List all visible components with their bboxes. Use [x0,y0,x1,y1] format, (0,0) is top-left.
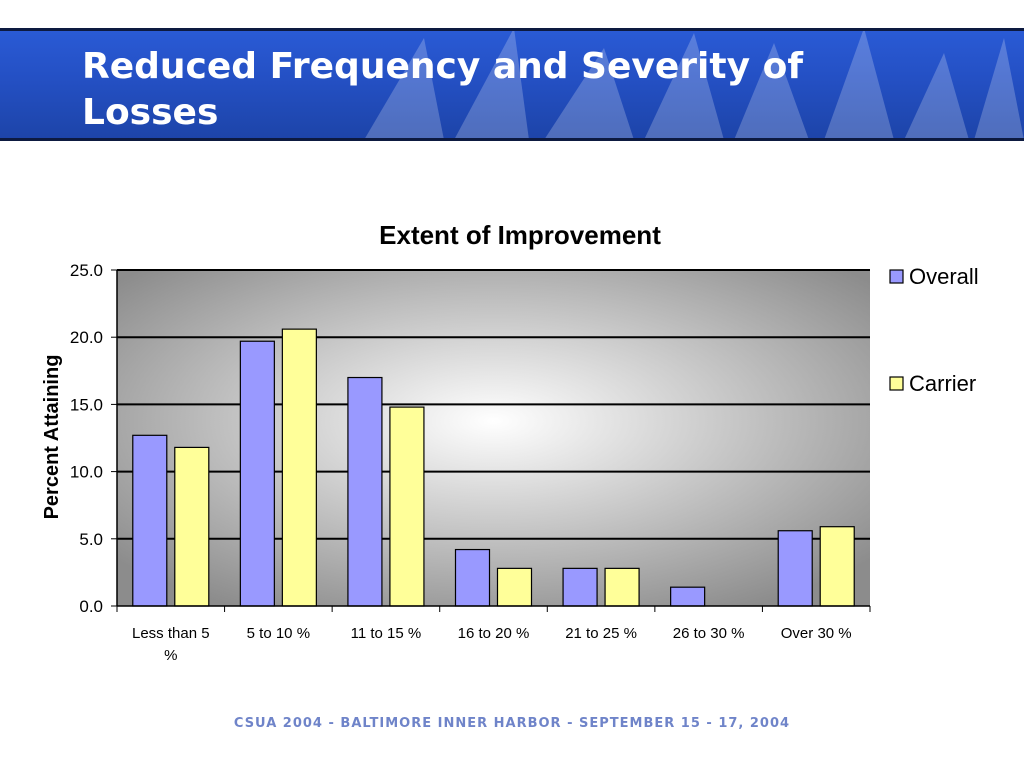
legend-swatch-overall [889,269,904,284]
x-tick-label: 11 to 15 % [351,625,422,642]
banner-top-rule [0,28,1024,31]
bar-carrier [281,328,317,607]
y-tick-label: 25.0 [70,261,103,280]
bar-overall [777,530,813,607]
x-tick-label: Over 30 % [781,625,852,642]
y-tick-label: 15.0 [70,395,103,414]
x-tick-label: 21 to 25 % [565,625,637,642]
chart-title: Extent of Improvement [379,220,661,250]
bar-overall [239,340,275,607]
bar-carrier [389,406,425,607]
legend-label-overall: Overall [909,264,979,289]
bar-carrier [174,446,210,607]
bar-overall [132,434,168,607]
x-tick-label: 26 to 30 % [673,625,745,642]
legend-label-carrier: Carrier [909,371,976,396]
bar-overall [670,586,706,607]
bar-carrier [496,567,533,607]
slide-title: Reduced Frequency and Severity of Losses [82,46,803,133]
bar-chart: Extent of Improvement Percent Attaining … [41,220,979,664]
plot-area [117,270,870,606]
banner-bottom-rule [0,138,1024,141]
x-tick-label: 16 to 20 % [458,625,530,642]
bar-carrier [819,526,855,607]
bar-overall [454,548,491,607]
sailboat-background-image [364,28,1024,140]
bar-carrier [604,567,640,607]
y-tick-label: 10.0 [70,463,103,482]
bar-overall [347,376,383,607]
y-tick-label: 20.0 [70,328,103,347]
x-tick-label: Less than 5% [132,625,210,664]
y-axis-label: Percent Attaining [41,355,63,520]
title-banner [0,28,1024,140]
y-tick-label: 0.0 [79,597,103,616]
x-tick-label: 5 to 10 % [247,625,310,642]
y-tick-label: 5.0 [79,530,103,549]
legend-swatch-carrier [889,376,904,391]
bar-overall [562,567,598,607]
slide-footer: CSUA 2004 - BALTIMORE INNER HARBOR - SEP… [233,716,791,731]
